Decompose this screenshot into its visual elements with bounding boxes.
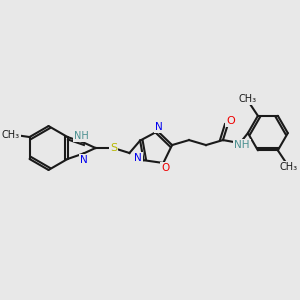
Text: NH: NH (74, 130, 89, 140)
Text: CH₃: CH₃ (280, 162, 298, 172)
Text: S: S (110, 143, 117, 153)
Text: O: O (226, 116, 235, 126)
Text: CH₃: CH₃ (2, 130, 20, 140)
Text: N: N (155, 122, 163, 132)
Text: CH₃: CH₃ (239, 94, 257, 104)
Text: NH: NH (234, 140, 250, 150)
Text: N: N (80, 155, 87, 166)
Text: O: O (161, 163, 170, 173)
Text: N: N (134, 153, 142, 163)
